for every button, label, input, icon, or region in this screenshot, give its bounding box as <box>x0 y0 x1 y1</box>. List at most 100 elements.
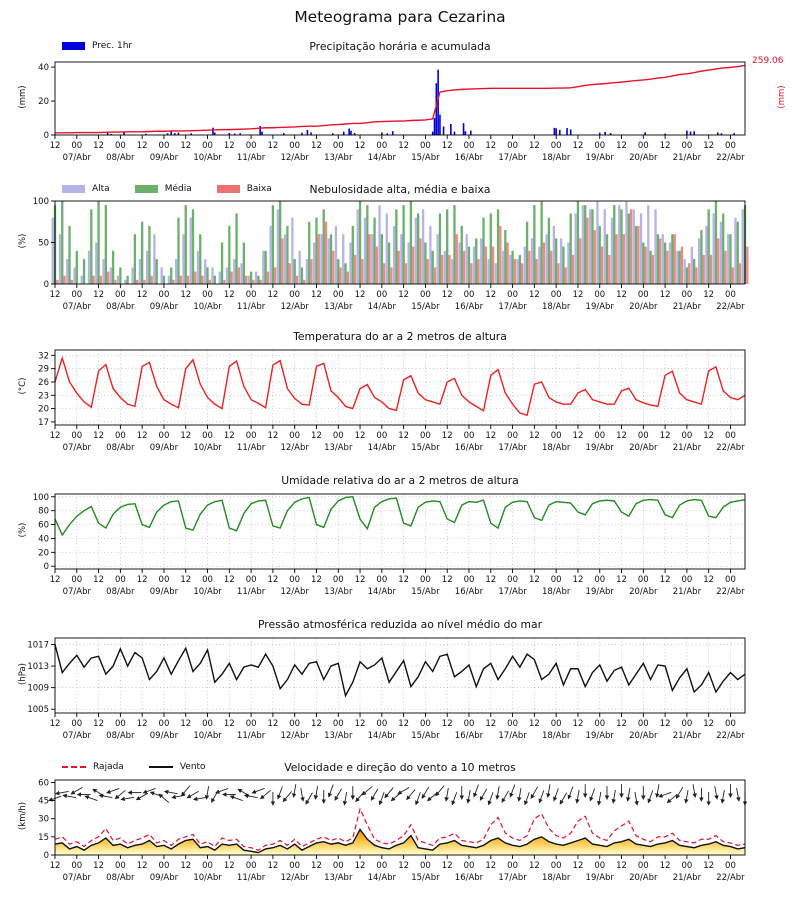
svg-text:12: 12 <box>355 431 366 441</box>
legend-label-prec1hr: Prec. 1hr <box>92 41 133 51</box>
svg-text:23: 23 <box>38 391 49 401</box>
svg-text:07/Abr: 07/Abr <box>63 731 92 741</box>
svg-text:17/Abr: 17/Abr <box>498 587 527 597</box>
ylabel-pressure: (hPa) <box>18 663 28 685</box>
svg-text:00: 00 <box>464 575 475 585</box>
svg-text:00: 00 <box>725 290 736 300</box>
svg-text:00: 00 <box>246 290 257 300</box>
svg-text:12: 12 <box>616 290 627 300</box>
svg-text:13/Abr: 13/Abr <box>324 587 353 597</box>
svg-text:12: 12 <box>311 141 322 151</box>
svg-text:22/Abr: 22/Abr <box>716 153 745 163</box>
svg-text:19/Abr: 19/Abr <box>586 587 615 597</box>
ylabel-temp: (°C) <box>18 377 28 395</box>
svg-text:12: 12 <box>267 290 278 300</box>
svg-text:12: 12 <box>93 431 104 441</box>
svg-text:00: 00 <box>246 861 257 871</box>
svg-text:12: 12 <box>224 575 235 585</box>
svg-text:14/Abr: 14/Abr <box>368 873 397 883</box>
svg-text:12: 12 <box>660 719 671 729</box>
svg-text:12: 12 <box>616 719 627 729</box>
svg-text:12: 12 <box>529 431 540 441</box>
svg-text:00: 00 <box>289 141 300 151</box>
svg-text:20: 20 <box>38 548 49 558</box>
svg-text:20: 20 <box>38 405 49 415</box>
svg-text:18/Abr: 18/Abr <box>542 443 571 453</box>
panel-title-temp: Temperatura do ar a 2 metros de altura <box>293 330 507 343</box>
svg-text:12: 12 <box>616 431 627 441</box>
svg-text:14/Abr: 14/Abr <box>368 302 397 312</box>
svg-text:00: 00 <box>420 431 431 441</box>
svg-text:12: 12 <box>660 290 671 300</box>
svg-text:00: 00 <box>464 141 475 151</box>
svg-text:12: 12 <box>703 861 714 871</box>
svg-text:12: 12 <box>93 290 104 300</box>
svg-text:12: 12 <box>703 141 714 151</box>
svg-text:12: 12 <box>50 719 61 729</box>
svg-text:00: 00 <box>289 290 300 300</box>
svg-text:10/Abr: 10/Abr <box>193 302 222 312</box>
svg-text:00: 00 <box>420 141 431 151</box>
svg-text:12: 12 <box>529 861 540 871</box>
svg-text:16/Abr: 16/Abr <box>455 443 484 453</box>
svg-text:22/Abr: 22/Abr <box>716 873 745 883</box>
svg-text:60: 60 <box>38 521 49 531</box>
svg-text:00: 00 <box>246 719 257 729</box>
svg-text:08/Abr: 08/Abr <box>106 153 135 163</box>
svg-text:00: 00 <box>115 431 126 441</box>
svg-text:12: 12 <box>50 575 61 585</box>
svg-text:22/Abr: 22/Abr <box>716 443 745 453</box>
svg-text:17: 17 <box>38 418 49 428</box>
legend-label-rajada: Rajada <box>93 762 124 772</box>
svg-text:00: 00 <box>115 290 126 300</box>
svg-text:13/Abr: 13/Abr <box>324 731 353 741</box>
svg-text:10/Abr: 10/Abr <box>193 873 222 883</box>
svg-text:16/Abr: 16/Abr <box>455 873 484 883</box>
svg-text:20/Abr: 20/Abr <box>629 153 658 163</box>
rajada-line-icon <box>62 766 86 768</box>
page-title: Meteograma para Cezarina <box>294 8 506 26</box>
svg-text:11/Abr: 11/Abr <box>237 731 266 741</box>
svg-text:12: 12 <box>660 141 671 151</box>
svg-text:0: 0 <box>44 280 49 290</box>
svg-text:00: 00 <box>551 141 562 151</box>
svg-text:12: 12 <box>311 719 322 729</box>
svg-text:00: 00 <box>420 861 431 871</box>
svg-text:00: 00 <box>376 431 387 441</box>
svg-text:100: 100 <box>33 493 49 503</box>
svg-text:09/Abr: 09/Abr <box>150 302 179 312</box>
svg-text:45: 45 <box>38 797 49 807</box>
svg-text:12: 12 <box>180 861 191 871</box>
svg-text:12: 12 <box>93 719 104 729</box>
svg-text:12: 12 <box>398 861 409 871</box>
legend-label-vento: Vento <box>179 762 206 772</box>
svg-text:14/Abr: 14/Abr <box>368 153 397 163</box>
svg-text:00: 00 <box>507 575 518 585</box>
svg-text:00: 00 <box>289 431 300 441</box>
svg-text:00: 00 <box>376 141 387 151</box>
svg-text:00: 00 <box>159 861 170 871</box>
svg-text:12: 12 <box>485 431 496 441</box>
svg-text:0: 0 <box>44 851 49 861</box>
svg-text:00: 00 <box>507 290 518 300</box>
svg-text:12: 12 <box>137 431 148 441</box>
accumulated-total-value: 259.06 <box>752 56 784 66</box>
svg-text:17/Abr: 17/Abr <box>498 153 527 163</box>
svg-text:00: 00 <box>115 861 126 871</box>
ylabel-wind: (km/h) <box>18 801 28 831</box>
svg-text:21/Abr: 21/Abr <box>673 587 702 597</box>
svg-text:12: 12 <box>355 290 366 300</box>
svg-text:12: 12 <box>311 861 322 871</box>
svg-text:00: 00 <box>202 719 213 729</box>
svg-text:1017: 1017 <box>27 640 49 650</box>
svg-text:12: 12 <box>398 719 409 729</box>
svg-text:12: 12 <box>355 719 366 729</box>
svg-text:12: 12 <box>703 431 714 441</box>
svg-text:00: 00 <box>594 290 605 300</box>
svg-text:12: 12 <box>180 141 191 151</box>
svg-text:17/Abr: 17/Abr <box>498 873 527 883</box>
svg-text:12: 12 <box>180 719 191 729</box>
svg-text:17/Abr: 17/Abr <box>498 731 527 741</box>
svg-text:00: 00 <box>507 861 518 871</box>
